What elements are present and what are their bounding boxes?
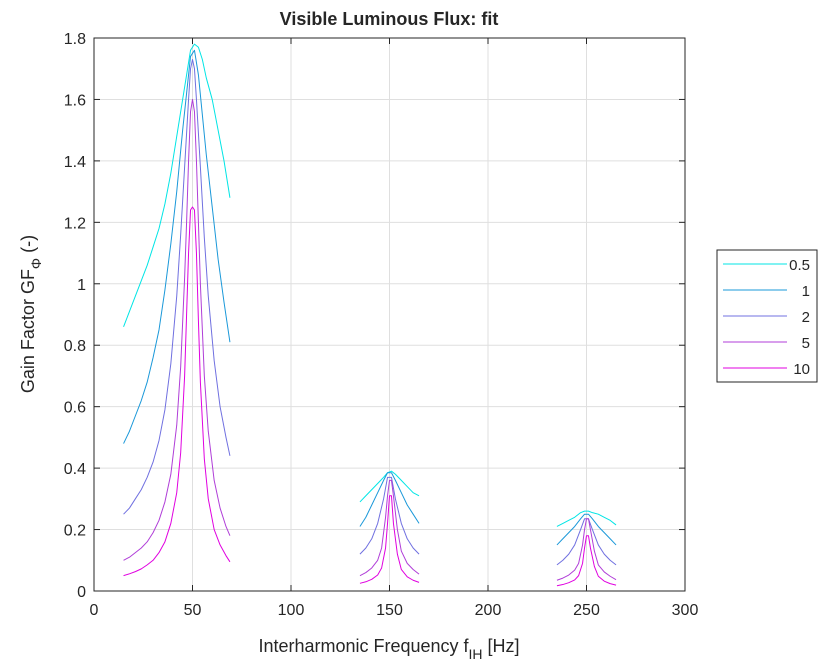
x-tick-label: 150 xyxy=(376,602,403,619)
y-tick-label: 1.4 xyxy=(64,154,86,171)
x-tick-label: 50 xyxy=(184,602,202,619)
chart-title: Visible Luminous Flux: fit xyxy=(280,9,499,29)
legend-label: 1 xyxy=(802,283,810,300)
series-line-5-peak-3 xyxy=(556,518,617,581)
y-tick-label: 0 xyxy=(77,584,86,601)
legend-label: 10 xyxy=(793,361,810,378)
series-line-0.5-peak-2 xyxy=(359,470,420,503)
series-line-2-peak-1 xyxy=(123,59,231,515)
legend-item: 10 xyxy=(723,361,810,378)
y-tick-label: 1.2 xyxy=(64,215,86,232)
series-line-1-peak-2 xyxy=(359,472,420,527)
legend-item: 5 xyxy=(723,335,810,352)
y-axis: 0 0.2 0.4 0.6 0.8 1 1.2 1.4 1.6 1.8 xyxy=(64,31,685,601)
y-tick-label: 0.4 xyxy=(64,461,86,478)
y-tick-label: 0.8 xyxy=(64,338,86,355)
series-layer xyxy=(123,43,617,587)
legend: 0.5 1 2 5 10 xyxy=(716,249,818,383)
y-tick-label: 1.8 xyxy=(64,31,86,48)
x-axis: 0 50 100 150 200 250 300 xyxy=(90,38,699,619)
legend-item: 1 xyxy=(723,283,810,300)
legend-label: 0.5 xyxy=(789,257,810,274)
legend-label: 2 xyxy=(802,309,810,326)
series-line-1-peak-1 xyxy=(123,49,231,444)
series-line-5-peak-1 xyxy=(123,98,231,561)
series-line-10-peak-3 xyxy=(556,535,617,587)
x-tick-label: 300 xyxy=(672,602,699,619)
legend-item: 0.5 xyxy=(723,257,810,274)
x-tick-label: 0 xyxy=(90,602,99,619)
y-tick-label: 0.2 xyxy=(64,523,86,540)
legend-item: 2 xyxy=(723,309,810,326)
x-tick-label: 200 xyxy=(475,602,502,619)
x-tick-label: 100 xyxy=(278,602,305,619)
series-line-2-peak-2 xyxy=(359,476,420,555)
x-axis-label: Interharmonic Frequency fIH [Hz] xyxy=(258,636,519,662)
series-line-0.5-peak-1 xyxy=(123,43,231,327)
series-5 xyxy=(123,98,617,581)
series-10 xyxy=(123,206,617,587)
series-0.5 xyxy=(123,43,617,527)
series-line-10-peak-1 xyxy=(123,206,231,577)
y-tick-label: 1.6 xyxy=(64,92,86,109)
y-tick-label: 1 xyxy=(77,277,86,294)
series-line-10-peak-2 xyxy=(359,495,420,584)
y-axis-label: Gain Factor GFΦ (-) xyxy=(18,235,44,393)
x-tick-label: 250 xyxy=(573,602,600,619)
legend-label: 5 xyxy=(802,335,810,352)
series-1 xyxy=(123,49,617,546)
series-line-0.5-peak-3 xyxy=(556,510,617,527)
series-line-1-peak-3 xyxy=(556,513,617,546)
y-tick-label: 0.6 xyxy=(64,400,86,417)
series-line-5-peak-2 xyxy=(359,479,420,577)
